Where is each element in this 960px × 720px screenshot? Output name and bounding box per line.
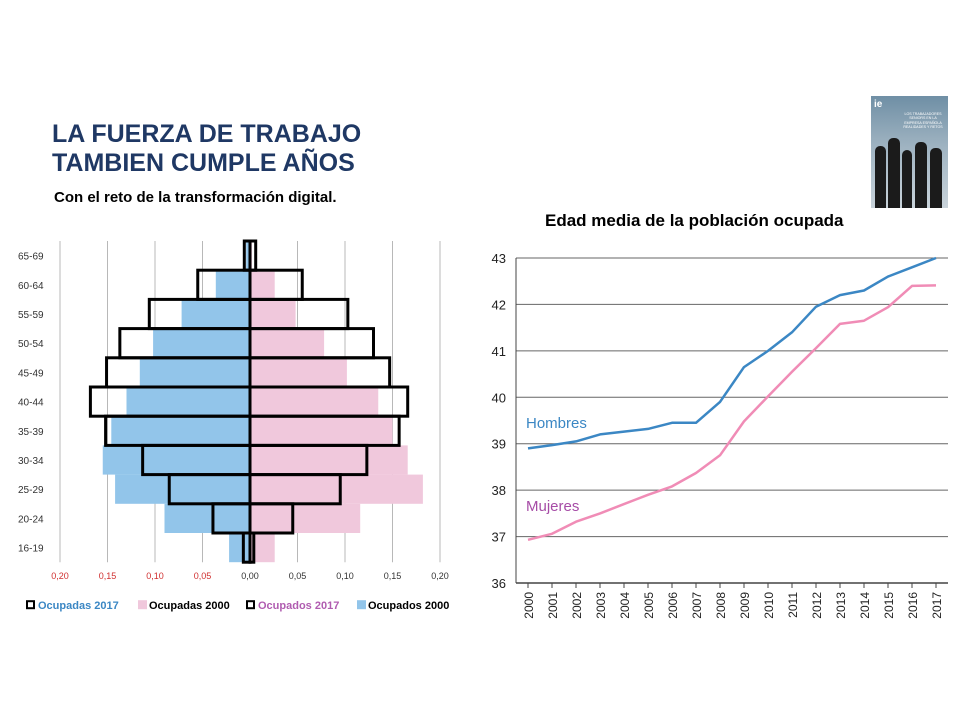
- bar-ocupadas-2000: [250, 299, 296, 329]
- population-pyramid-chart: 65-69 60-64 55-59 50-54 45-49 40-44 35-39 30-34…: [18, 239, 449, 612]
- line-chart-y-tick-label: 39: [492, 437, 506, 452]
- legend-label: Ocupados 2000: [368, 600, 449, 612]
- line-chart-x-tick-label: 2016: [906, 592, 920, 619]
- pyramid-x-tick-label: 0,05: [289, 571, 307, 581]
- cover-figure: [930, 148, 942, 208]
- legend-marker-fill: [138, 600, 147, 610]
- legend-label: Ocupadas 2000: [149, 600, 230, 612]
- series-line-mujeres: [527, 284, 937, 542]
- title-line-1: LA FUERZA DE TRABAJO: [52, 120, 362, 148]
- bar-ocupados-2000: [153, 328, 250, 358]
- age-group-label: 55-59: [18, 310, 44, 321]
- book-cover-image: ie LOS TRABAJADORES SENIORS EN LA EMPRES…: [871, 96, 948, 208]
- line-chart-x-tick-label: 2003: [594, 592, 608, 619]
- series-line-hombres: [527, 256, 937, 450]
- line-chart-y-tick-label: 40: [492, 390, 506, 405]
- pyramid-x-tick-label: 0,00: [241, 571, 259, 581]
- cover-figure: [888, 138, 900, 208]
- cover-figure: [902, 150, 912, 208]
- legend-marker-fill: [357, 600, 366, 610]
- bar-ocupadas-2000: [250, 474, 423, 504]
- age-group-label: 35-39: [18, 427, 44, 438]
- line-chart-y-tick-label: 43: [492, 251, 506, 266]
- line-chart-x-tick-label: 2010: [762, 592, 776, 619]
- bar-ocupadas-2000: [250, 503, 361, 533]
- age-group-label: 65-69: [18, 252, 44, 263]
- line-chart-x-tick-label: 2011: [786, 592, 800, 618]
- age-group-label: 16-19: [18, 544, 44, 555]
- hombres-series-label: Hombres: [526, 415, 587, 432]
- age-group-label: 45-49: [18, 368, 44, 379]
- bar-ocupados-2000: [115, 474, 250, 504]
- line-chart-x-tick-label: 2012: [810, 592, 824, 619]
- pyramid-x-tick-label: 0,10: [336, 571, 354, 581]
- bar-ocupados-2000: [229, 533, 250, 563]
- line-chart-x-tick-label: 2001: [546, 592, 560, 619]
- ie-logo: ie: [874, 99, 883, 110]
- pyramid-x-tick-label: 0,15: [99, 571, 117, 581]
- line-chart-x-tick-label: 2017: [930, 592, 944, 619]
- line-chart-x-tick-label: 2000: [522, 592, 536, 619]
- line-chart-x-tick-label: 2006: [666, 592, 680, 619]
- book-cover-text: LOS TRABAJADORES SENIORS EN LA EMPRESA E…: [903, 112, 943, 130]
- bar-ocupados-2000: [102, 445, 250, 475]
- line-chart-y-tick-label: 38: [492, 483, 506, 498]
- age-group-label: 40-44: [18, 398, 44, 409]
- line-chart-y-tick-label: 42: [492, 297, 506, 312]
- line-chart-x-tick-label: 2005: [642, 592, 656, 619]
- age-group-label: 50-54: [18, 339, 44, 350]
- bar-ocupadas-2000: [250, 328, 325, 358]
- line-chart-title: Edad media de la población ocupada: [545, 211, 844, 230]
- average-age-line-chart: 36 37 38 39 40 41 42 43 2000 2001 2002 2003 2004 2005…: [492, 251, 948, 619]
- bar-ocupados-2000: [164, 503, 250, 533]
- line-chart-y-tick-label: 41: [492, 344, 506, 359]
- pyramid-x-tick-label: 0,15: [384, 571, 402, 581]
- legend-marker-outline: [26, 600, 35, 610]
- legend-marker-outline: [246, 600, 255, 610]
- bar-ocupados-2000: [126, 387, 250, 417]
- line-chart-x-tick-label: 2004: [618, 592, 632, 619]
- line-chart-y-tick-label: 37: [492, 530, 506, 545]
- pyramid-x-tick-label: 0,20: [51, 571, 69, 581]
- line-chart-x-tick-label: 2007: [690, 592, 704, 619]
- legend-label: Ocupadas 2017: [38, 600, 119, 612]
- slide-title: LA FUERZA DE TRABAJO TAMBIEN CUMPLE AÑOS: [52, 120, 361, 178]
- bar-ocupadas-2000: [250, 416, 393, 446]
- bar-ocupadas-2000: [250, 357, 347, 387]
- mujeres-series-label: Mujeres: [526, 498, 579, 515]
- bar-ocupadas-2000: [250, 387, 379, 417]
- line-chart-x-tick-label: 2015: [882, 592, 896, 619]
- age-group-label: 25-29: [18, 485, 44, 496]
- bar-ocupados-2000: [139, 357, 250, 387]
- pyramid-x-tick-label: 0,10: [146, 571, 164, 581]
- pyramid-x-tick-label: 0,05: [194, 571, 212, 581]
- line-chart-x-tick-label: 2008: [714, 592, 728, 619]
- line-chart-x-tick-label: 2009: [738, 592, 752, 619]
- bar-ocupados-2000: [215, 270, 250, 300]
- bar-ocupadas-2000: [250, 270, 275, 300]
- line-chart-x-tick-label: 2013: [834, 592, 848, 619]
- bar-ocupados-2000: [111, 416, 250, 446]
- line-chart-x-tick-label: 2014: [858, 592, 872, 619]
- cover-figure: [915, 142, 927, 208]
- bar-ocupados-2000: [246, 241, 250, 271]
- age-group-label: 30-34: [18, 456, 44, 467]
- legend-label: Ocupados 2017: [258, 600, 339, 612]
- pyramid-x-tick-label: 0,20: [431, 571, 449, 581]
- title-line-2: TAMBIEN CUMPLE AÑOS: [52, 149, 355, 177]
- slide-subtitle: Con el reto de la transformación digital…: [54, 189, 337, 206]
- cover-figure: [875, 146, 886, 208]
- bar-ocupadas-2000: [250, 445, 408, 475]
- age-group-label: 20-24: [18, 514, 44, 525]
- age-group-label: 60-64: [18, 281, 44, 292]
- line-chart-y-tick-label: 36: [492, 576, 506, 591]
- line-chart-x-tick-label: 2002: [570, 592, 584, 619]
- bar-ocupados-2000: [181, 299, 250, 329]
